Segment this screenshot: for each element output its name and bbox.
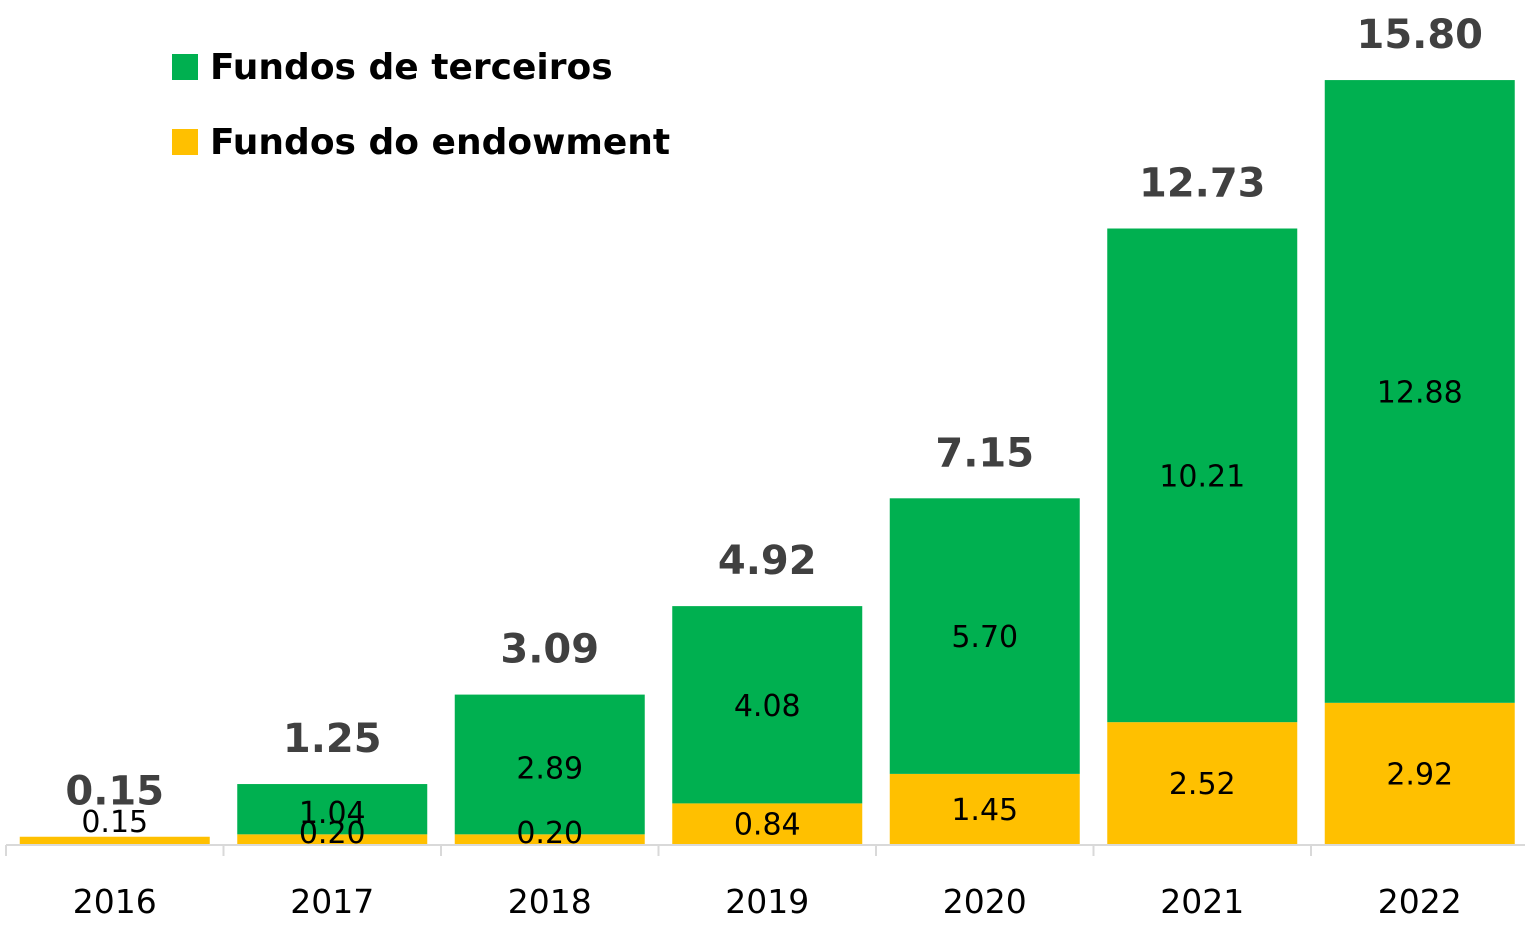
legend-swatch-terceiros: [172, 54, 198, 80]
bar-endowment-2019: [672, 803, 863, 844]
label-endowment-2016: 0.15: [81, 805, 148, 840]
bar-terceiros-2021: [1107, 228, 1298, 723]
total-labels-group: 0.15 1.25 3.09 4.92 7.15 12.73 15.80: [65, 12, 1483, 815]
total-label-2019: 4.92: [718, 538, 817, 584]
bar-terceiros-2017: [237, 784, 428, 835]
bar-terceiros-2022: [1324, 80, 1515, 703]
legend-label-terceiros: Fundos de terceiros: [210, 46, 613, 88]
legend-swatch-endowment: [172, 129, 198, 155]
x-tick-label-2018: 2018: [508, 882, 592, 921]
label-terceiros-2020: 5.70: [951, 620, 1018, 655]
legend: Fundos de terceiros Fundos do endowment: [172, 44, 670, 194]
x-tick-label-2021: 2021: [1160, 882, 1244, 921]
bar-endowment-2017: [237, 834, 428, 844]
bar-endowment-2020: [889, 773, 1080, 844]
x-axis: 2016 2017 2018 2019 2020 2021 2022: [5, 844, 1525, 921]
total-label-2021: 12.73: [1139, 161, 1266, 207]
label-terceiros-2018: 2.89: [516, 751, 583, 786]
x-tick-label-2017: 2017: [290, 882, 374, 921]
x-tick-label-2019: 2019: [725, 882, 809, 921]
x-tick-label-2022: 2022: [1378, 882, 1462, 921]
bar-endowment-2016: [19, 836, 210, 844]
total-label-2022: 15.80: [1356, 12, 1483, 58]
total-label-2017: 1.25: [283, 716, 382, 762]
total-label-2018: 3.09: [500, 627, 599, 673]
bar-terceiros-2019: [672, 606, 863, 804]
label-terceiros-2019: 4.08: [734, 689, 801, 724]
total-label-2020: 7.15: [935, 430, 1034, 476]
bars-group: [19, 80, 1515, 844]
bar-terceiros-2018: [454, 694, 645, 835]
label-endowment-2019: 0.84: [734, 808, 801, 843]
x-tick-label-2016: 2016: [73, 882, 157, 921]
label-endowment-2021: 2.52: [1169, 767, 1236, 802]
label-terceiros-2022: 12.88: [1377, 375, 1463, 410]
total-label-2016: 0.15: [65, 769, 164, 815]
x-tick-label-2020: 2020: [943, 882, 1027, 921]
bar-terceiros-2020: [889, 498, 1080, 774]
legend-label-endowment: Fundos do endowment: [210, 121, 671, 163]
label-endowment-2022: 2.92: [1386, 757, 1453, 792]
bar-endowment-2018: [454, 834, 645, 844]
bar-endowment-2021: [1107, 722, 1298, 844]
legend-item-endowment: Fundos do endowment: [172, 119, 670, 165]
label-terceiros-2021: 10.21: [1159, 459, 1245, 494]
bar-endowment-2022: [1324, 702, 1515, 844]
label-terceiros-2017: 1.04: [299, 796, 366, 831]
label-endowment-2020: 1.45: [951, 793, 1018, 828]
legend-item-terceiros: Fundos de terceiros: [172, 44, 670, 90]
